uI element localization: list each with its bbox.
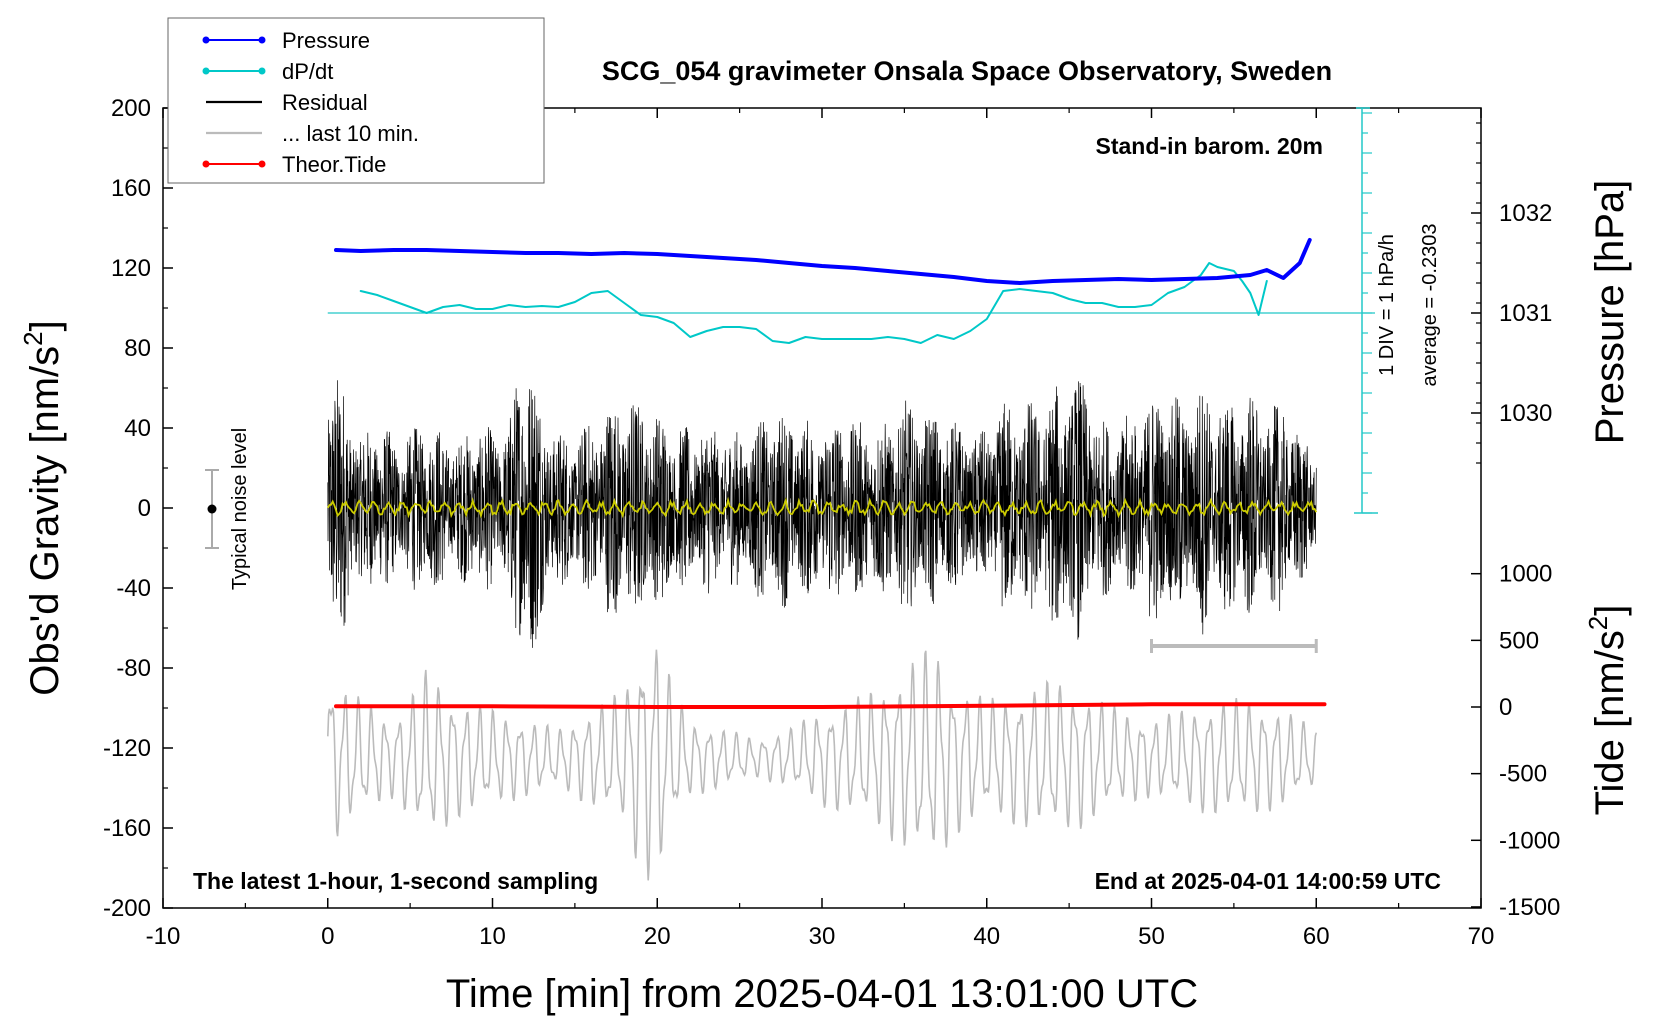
residual-mean-line [327,496,1318,519]
legend-marker-start [202,160,210,168]
last10-trace [327,649,1318,881]
tide-axis-label-sup: 2 [1583,616,1613,630]
chart-title: SCG_054 gravimeter Onsala Space Observat… [602,56,1332,86]
left-tick-label: -200 [103,895,151,922]
right-axis-ticks: 1030 1031 1032 -1500 -1000 -500 0 500 1000 [1471,122,1560,921]
x-tick-label: 40 [973,923,1000,950]
pressure-trace [334,238,1312,285]
legend-marker-start [202,67,210,75]
x-tick-label: 60 [1303,923,1330,950]
last10-line [327,649,1318,881]
x-tick-label: 10 [479,923,506,950]
left-axis-label: Obs'd Gravity [nm/s2] [18,320,67,696]
residual-trace [327,380,1317,648]
tide-line [334,702,1327,709]
tide-tick-label: -1000 [1499,827,1560,854]
tide-tick-label: -1500 [1499,894,1560,921]
left-tick-label: 40 [124,415,151,442]
pressure-tick-label: 1032 [1499,200,1552,227]
left-tick-label: 80 [124,335,151,362]
legend-marker-end [258,36,266,44]
left-tick-label: -40 [116,575,151,602]
left-axis-ticks: -200 -160 -120 -80 -40 0 40 80 120 160 200 [103,95,173,922]
left-axis-label-end: ] [23,320,67,331]
pressure-axis-label: Pressure [hPa] [1588,180,1632,445]
left-tick-label: 120 [111,255,151,282]
barometer-note: Stand-in barom. 20m [1096,133,1323,159]
residual-mean-trace [327,496,1318,519]
tide-axis-label: Tide [nm/s2] [1583,605,1632,816]
x-tick-label: -10 [146,923,181,950]
noise-dot [207,504,217,514]
legend-marker-end [258,160,266,168]
tide-tick-label: -500 [1499,761,1547,788]
x-axis-label: Time [min] from 2025-04-01 13:01:00 UTC [446,972,1198,1016]
tide-tick-label: 1000 [1499,561,1552,588]
dpdt-average-label: average = -0.2303 [1419,224,1441,387]
left-tick-label: 160 [111,175,151,202]
legend-label: Pressure [282,28,370,53]
tide-tick-label: 500 [1499,627,1539,654]
noise-label: Typical noise level [229,428,251,590]
dpdt-div-label: 1 DIV = 1 hPa/h [1376,234,1398,376]
noise-indicator: Typical noise level [205,428,251,590]
tide-axis-label-main: Tide [nm/s [1588,630,1632,815]
bottom-left-note: The latest 1-hour, 1-second sampling [193,868,598,894]
left-axis-label-main: Obs'd Gravity [nm/s [23,346,67,696]
legend-box [167,17,545,184]
x-tick-label: 70 [1468,923,1495,950]
left-tick-label: -160 [103,815,151,842]
tide-axis-label-end: ] [1588,605,1632,616]
pressure-line [334,238,1312,285]
left-tick-label: -120 [103,735,151,762]
legend-label: dP/dt [282,59,333,84]
dpdt-line [359,262,1268,344]
left-axis-label-sup: 2 [18,331,48,345]
dpdt-trace [327,262,1375,344]
tide-tick-label: 0 [1499,694,1512,721]
x-axis-ticks: -10 0 10 20 30 40 50 60 70 [146,108,1495,950]
legend-marker-end [258,67,266,75]
legend: Pressure dP/dt Residual ... last 10 min. The… [167,17,545,184]
pressure-tick-label: 1031 [1499,300,1552,327]
pressure-tick-label: 1030 [1499,400,1552,427]
last10-range-bar [1150,639,1318,653]
left-tick-label: 0 [138,495,151,522]
residual-line [327,380,1317,648]
legend-label: ... last 10 min. [282,121,419,146]
legend-marker-start [202,36,210,44]
tide-trace [334,702,1327,709]
bottom-right-note: End at 2025-04-01 14:00:59 UTC [1095,868,1441,894]
x-tick-label: 50 [1138,923,1165,950]
left-tick-label: -80 [116,655,151,682]
dpdt-scale-ruler [1354,107,1378,514]
x-tick-label: 30 [809,923,836,950]
legend-label: Residual [282,90,368,115]
left-tick-label: 200 [111,95,151,122]
x-tick-label: 20 [644,923,671,950]
x-tick-label: 0 [321,923,334,950]
legend-label: Theor.Tide [282,152,386,177]
